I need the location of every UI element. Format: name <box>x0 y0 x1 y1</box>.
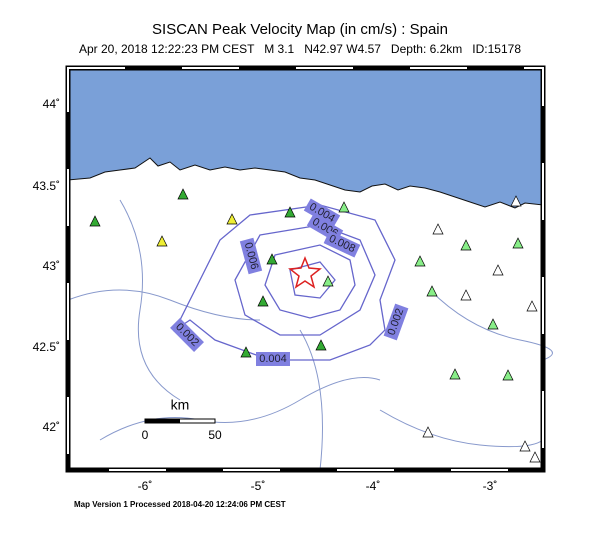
subtitle: Apr 20, 2018 12:22:23 PM CEST M 3.1 N42.… <box>79 42 521 56</box>
station <box>510 195 522 207</box>
lon-label: -4˚ <box>366 479 381 493</box>
station <box>284 206 296 218</box>
station <box>414 255 426 267</box>
contour-label: 0.004 <box>256 352 290 366</box>
lon-label: -5˚ <box>251 479 266 493</box>
lat-label: 43˚ <box>43 259 60 273</box>
station <box>502 369 514 381</box>
title: SISCAN Peak Velocity Map (in cm/s) : Spa… <box>152 21 448 38</box>
contour-label-bg <box>323 230 361 258</box>
station <box>529 451 541 463</box>
epicenter <box>288 255 322 289</box>
station <box>266 253 278 265</box>
lat-label: 43.5˚ <box>33 179 60 193</box>
scale-unit: km <box>171 397 190 413</box>
station <box>512 237 524 249</box>
contour-label-bg <box>239 237 263 275</box>
station <box>322 275 334 287</box>
lon-label: -3˚ <box>483 479 498 493</box>
footer: Map Version 1 Processed 2018-04-20 12:24… <box>74 500 286 509</box>
station <box>226 213 238 225</box>
station <box>460 239 472 251</box>
station <box>338 201 350 213</box>
station <box>426 285 438 297</box>
scale-start: 0 <box>142 428 149 442</box>
lat-label: 42.5˚ <box>33 340 60 354</box>
station <box>315 339 327 351</box>
station <box>487 318 499 330</box>
contour-label-text: 0.004 <box>259 353 287 365</box>
station <box>460 289 472 301</box>
contour-label-bg <box>170 318 204 352</box>
station <box>519 440 531 452</box>
station <box>526 300 538 312</box>
lat-label: 42˚ <box>43 420 60 434</box>
contour-label-bg <box>256 352 290 366</box>
station <box>449 368 461 380</box>
station <box>257 295 269 307</box>
contour-label-bg <box>383 303 409 341</box>
station <box>492 264 504 276</box>
lat-label: 44˚ <box>43 97 60 111</box>
station <box>177 188 189 200</box>
contour-label: 0.006 <box>239 237 263 275</box>
station <box>432 223 444 235</box>
lon-label: -6˚ <box>138 479 153 493</box>
scale-bar-fill <box>145 419 180 423</box>
contour-label-bg <box>303 198 341 228</box>
station <box>156 235 168 247</box>
sea <box>67 67 544 209</box>
scale-end: 50 <box>208 428 222 442</box>
station <box>422 426 434 438</box>
frame-pattern <box>67 67 544 471</box>
stations <box>89 188 541 463</box>
station <box>89 215 101 227</box>
scale-bar: km 0 50 <box>142 397 222 442</box>
station <box>240 346 252 358</box>
